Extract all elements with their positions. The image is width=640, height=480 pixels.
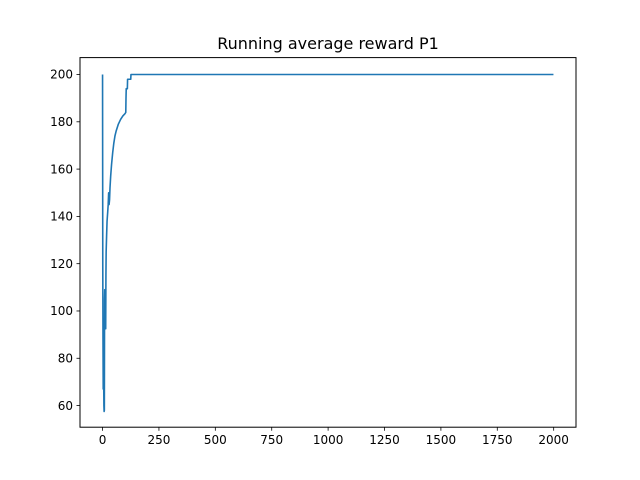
x-tick-label: 1000: [313, 433, 344, 447]
y-tick-label: 180: [50, 115, 73, 129]
x-tick-label: 2000: [538, 433, 569, 447]
x-tick-label: 1750: [482, 433, 513, 447]
y-tick-label: 60: [58, 399, 73, 413]
x-tick-label: 250: [147, 433, 170, 447]
y-tick-label: 100: [50, 304, 73, 318]
plot-frame: [79, 57, 577, 428]
x-tick-label: 750: [260, 433, 283, 447]
y-tick-label: 140: [50, 210, 73, 224]
x-tick-label: 500: [204, 433, 227, 447]
x-tick-label: 0: [99, 433, 107, 447]
y-tick-label: 120: [50, 257, 73, 271]
x-tick-label: 1250: [369, 433, 400, 447]
chart-title: Running average reward P1: [217, 34, 439, 53]
y-tick-label: 160: [50, 162, 73, 176]
series-line: [101, 73, 554, 413]
x-tick-label: 1500: [426, 433, 457, 447]
axis-ticks: 0 250 500 750 1000 1250 1500 1750 2000 60 80 100 120…: [50, 68, 569, 447]
plot-area: [101, 73, 554, 413]
y-tick-label: 200: [50, 68, 73, 82]
y-tick-label: 80: [58, 351, 73, 365]
